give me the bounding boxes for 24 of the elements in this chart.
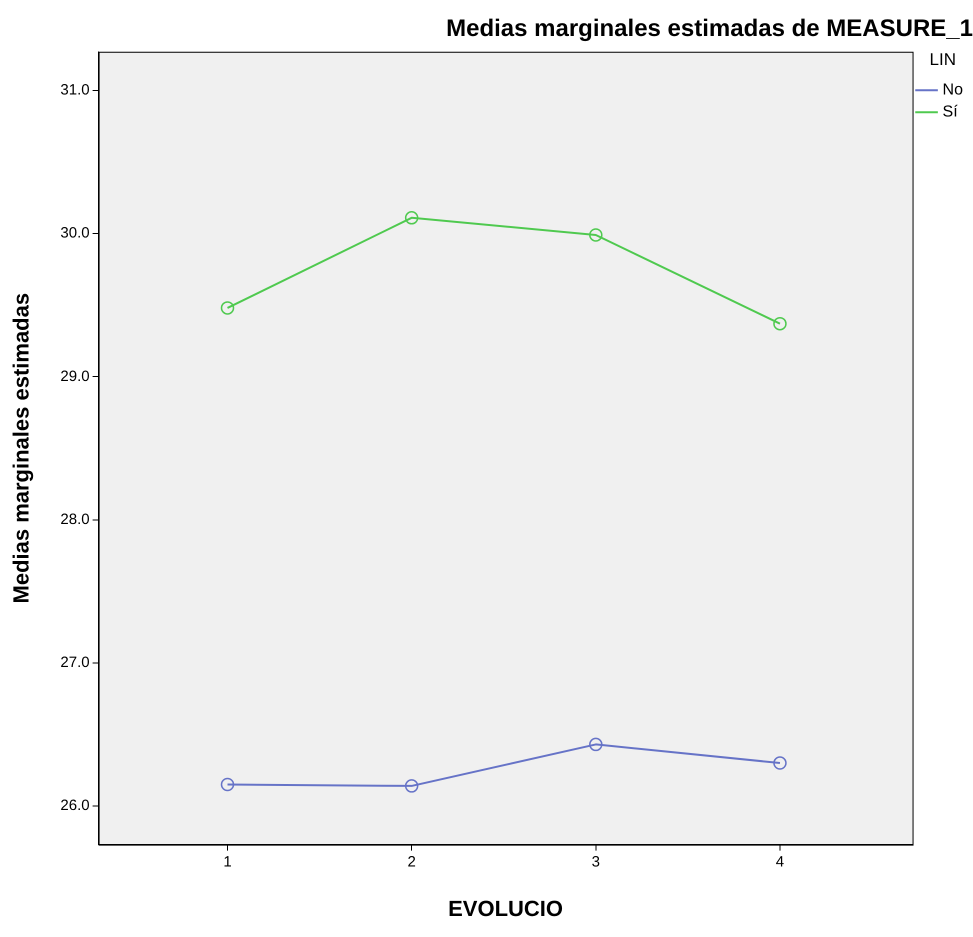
x-axis-title: EVOLUCIO (448, 896, 564, 921)
x-tick-label: 4 (776, 854, 784, 871)
point (220, 778, 234, 792)
legend-title: LIN (930, 50, 956, 69)
y-tick-label: 27.0 (60, 654, 90, 671)
x-tick-label: 1 (223, 854, 232, 871)
point (773, 756, 787, 770)
point (589, 738, 603, 752)
point (404, 779, 418, 793)
point (773, 316, 787, 330)
x-tick-label: 3 (592, 854, 600, 871)
y-tick-label: 29.0 (60, 368, 90, 385)
y-tick-label: 31.0 (60, 82, 90, 99)
y-tick-label: 30.0 (60, 224, 90, 242)
point (589, 228, 603, 242)
point (404, 211, 418, 225)
y-tick-label: 28.0 (60, 510, 90, 528)
y-axis-title: Medias marginales estimadas (8, 292, 34, 604)
legend-label: Sí (942, 104, 958, 121)
legend-label: No (942, 82, 964, 99)
x-tick-label: 2 (407, 854, 416, 871)
chart-title: Medias marginales estimadas de MEASURE_1 (446, 15, 973, 42)
y-tick-label: 26.0 (60, 797, 90, 814)
point (220, 301, 234, 315)
